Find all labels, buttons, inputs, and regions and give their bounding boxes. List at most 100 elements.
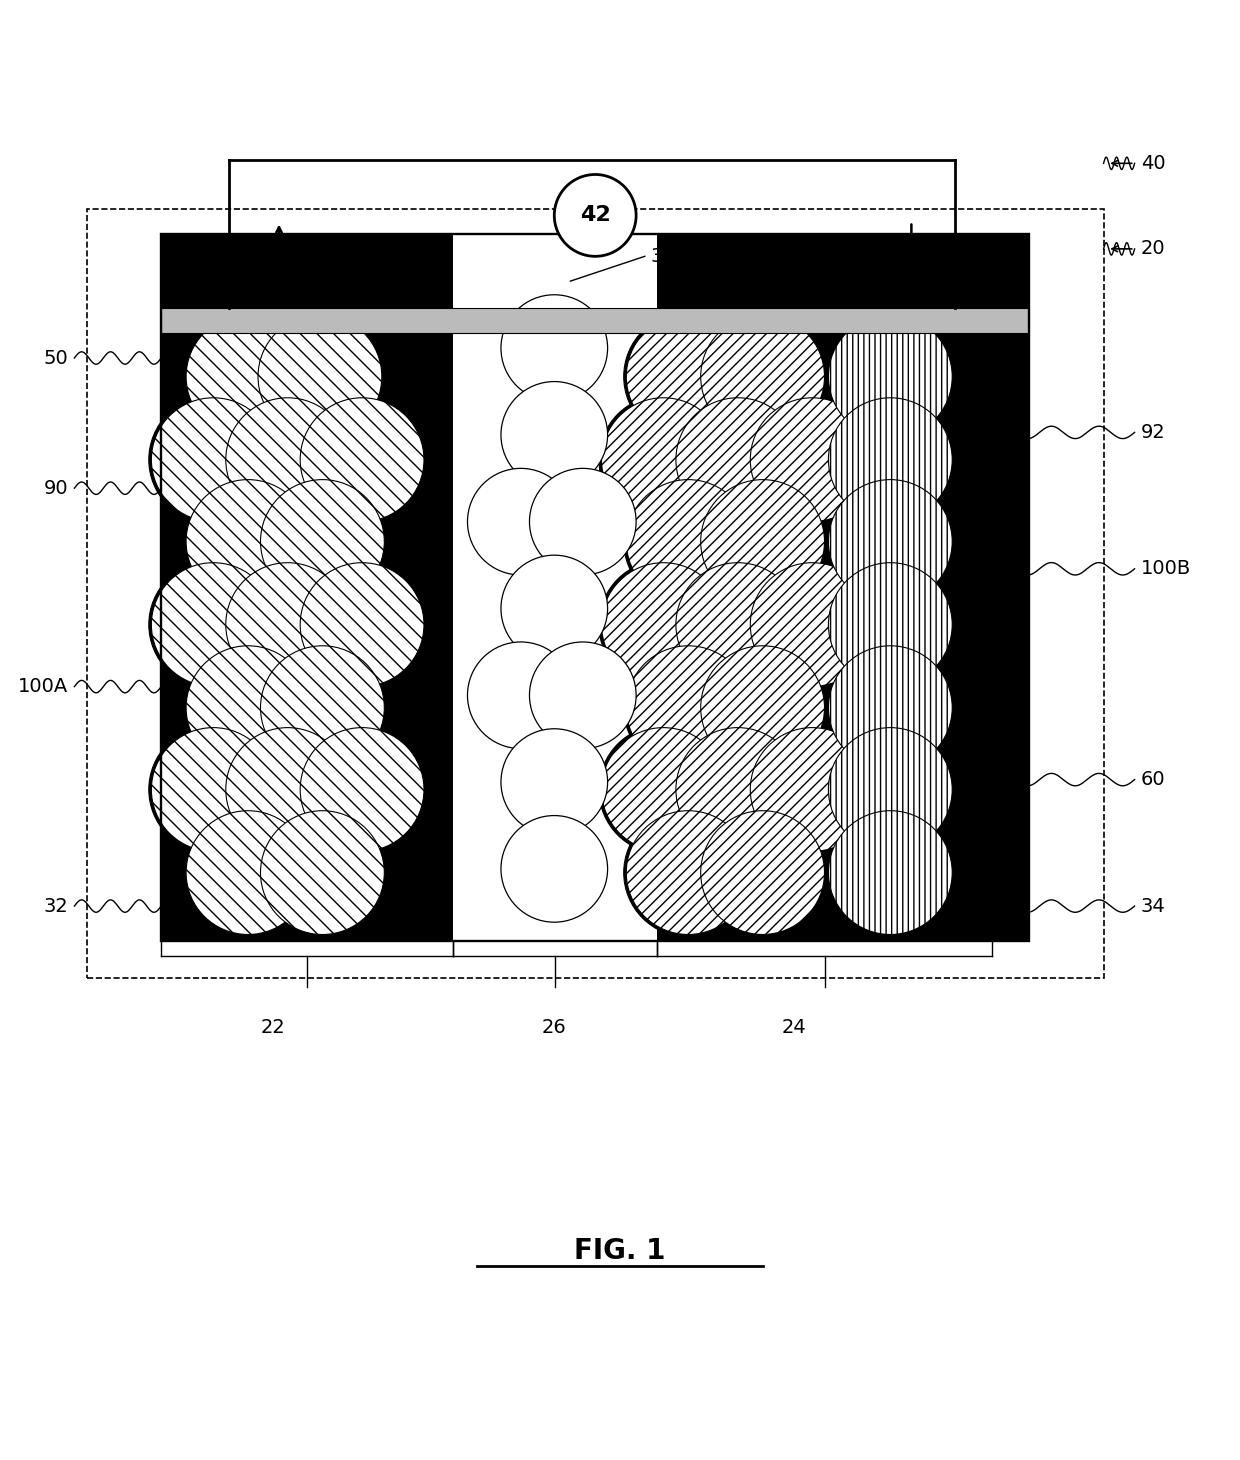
Circle shape — [300, 727, 424, 851]
Text: 40: 40 — [1141, 153, 1166, 172]
Circle shape — [501, 295, 608, 402]
Text: 50: 50 — [43, 349, 68, 368]
Circle shape — [826, 477, 955, 606]
Circle shape — [298, 726, 427, 854]
Circle shape — [826, 644, 955, 772]
Bar — [161, 308, 1029, 333]
Circle shape — [184, 644, 312, 772]
Circle shape — [467, 469, 574, 575]
Circle shape — [258, 644, 387, 772]
Circle shape — [698, 477, 827, 606]
Bar — [453, 234, 657, 940]
Text: 92: 92 — [1141, 423, 1166, 442]
Circle shape — [554, 175, 636, 257]
Text: FIG. 1: FIG. 1 — [574, 1237, 666, 1264]
Circle shape — [828, 727, 952, 851]
Circle shape — [260, 645, 384, 769]
Circle shape — [673, 396, 802, 524]
Bar — [161, 234, 1029, 940]
Circle shape — [223, 561, 352, 689]
Text: 22: 22 — [260, 1018, 285, 1037]
Circle shape — [828, 480, 952, 603]
Circle shape — [599, 396, 728, 524]
Circle shape — [599, 561, 728, 689]
Circle shape — [826, 561, 955, 689]
Circle shape — [748, 396, 877, 524]
Circle shape — [300, 397, 424, 521]
Circle shape — [826, 726, 955, 854]
Circle shape — [260, 810, 384, 934]
Text: 24: 24 — [781, 1018, 806, 1037]
Circle shape — [624, 809, 753, 937]
Circle shape — [298, 561, 427, 689]
Text: 34: 34 — [1141, 896, 1166, 915]
Text: 90: 90 — [43, 479, 68, 498]
Text: 30: 30 — [651, 247, 676, 266]
Circle shape — [701, 645, 825, 769]
Circle shape — [184, 477, 312, 606]
Circle shape — [624, 312, 753, 441]
Text: 100A: 100A — [17, 677, 68, 696]
Circle shape — [676, 397, 800, 521]
Circle shape — [826, 809, 955, 937]
Circle shape — [258, 477, 387, 606]
Circle shape — [626, 810, 750, 934]
Circle shape — [186, 645, 310, 769]
Circle shape — [698, 644, 827, 772]
Circle shape — [184, 809, 312, 937]
Circle shape — [828, 397, 952, 521]
Circle shape — [300, 562, 424, 686]
Circle shape — [223, 726, 352, 854]
Circle shape — [748, 561, 877, 689]
Circle shape — [750, 727, 874, 851]
Circle shape — [599, 726, 728, 854]
Circle shape — [186, 810, 310, 934]
Text: 20: 20 — [1141, 239, 1166, 258]
Circle shape — [501, 381, 608, 488]
Circle shape — [501, 555, 608, 661]
Text: 100B: 100B — [1141, 559, 1192, 578]
Circle shape — [151, 727, 275, 851]
Circle shape — [186, 480, 310, 603]
Text: 60: 60 — [1141, 769, 1166, 788]
Circle shape — [828, 315, 952, 438]
Circle shape — [673, 726, 802, 854]
Circle shape — [676, 562, 800, 686]
Circle shape — [149, 396, 278, 524]
Circle shape — [673, 561, 802, 689]
Circle shape — [501, 816, 608, 923]
Circle shape — [258, 809, 387, 937]
Circle shape — [184, 312, 312, 441]
Circle shape — [626, 645, 750, 769]
Circle shape — [501, 729, 608, 835]
Circle shape — [151, 397, 275, 521]
Circle shape — [258, 315, 382, 438]
Circle shape — [223, 396, 352, 524]
Circle shape — [226, 562, 350, 686]
Circle shape — [601, 562, 725, 686]
Circle shape — [701, 315, 825, 438]
Circle shape — [601, 397, 725, 521]
Bar — [161, 234, 1029, 940]
Circle shape — [226, 727, 350, 851]
Circle shape — [828, 810, 952, 934]
Circle shape — [255, 312, 384, 441]
Circle shape — [186, 315, 310, 438]
Circle shape — [626, 315, 750, 438]
Circle shape — [750, 397, 874, 521]
Circle shape — [750, 562, 874, 686]
Circle shape — [624, 644, 753, 772]
Text: 42: 42 — [580, 206, 610, 225]
Circle shape — [828, 645, 952, 769]
Circle shape — [626, 480, 750, 603]
Circle shape — [529, 642, 636, 749]
Circle shape — [698, 312, 827, 441]
Circle shape — [151, 562, 275, 686]
Circle shape — [676, 727, 800, 851]
Text: 32: 32 — [43, 896, 68, 915]
Circle shape — [601, 727, 725, 851]
Circle shape — [298, 396, 427, 524]
Circle shape — [698, 809, 827, 937]
Circle shape — [149, 726, 278, 854]
Circle shape — [826, 396, 955, 524]
